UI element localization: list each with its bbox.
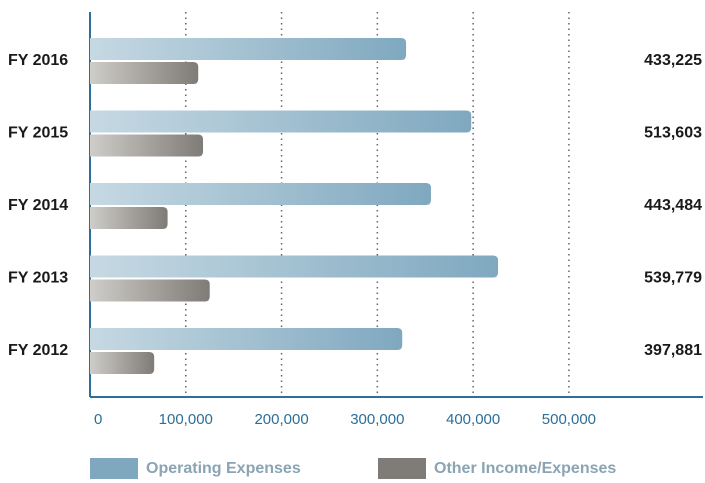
category-label: FY 2013 [8,270,68,287]
bar [90,183,431,205]
x-tick-label: 200,000 [254,411,308,428]
x-tick-label: 400,000 [446,411,500,428]
total-label: 397,881 [644,342,702,359]
category-label: FY 2016 [8,52,68,69]
category-label: FY 2012 [8,342,68,359]
legend-label: Operating Expenses [146,460,301,477]
bar [90,207,168,229]
x-tick-label: 500,000 [542,411,596,428]
bar [90,134,204,157]
bar [90,110,472,133]
bar [90,352,155,374]
x-tick-label: 0 [94,411,102,428]
total-label: 433,225 [644,52,702,69]
x-tick-label: 100,000 [159,411,213,428]
total-label: 443,484 [644,197,702,214]
bar [90,255,499,278]
bar [90,38,407,60]
total-label: 513,603 [644,125,702,142]
total-label: 539,779 [644,270,702,287]
legend-swatch [378,458,426,479]
bar [90,328,403,350]
bar [90,279,210,302]
legend-label: Other Income/Expenses [434,460,616,477]
x-tick-label: 300,000 [350,411,404,428]
category-label: FY 2015 [8,125,68,142]
bar [90,62,199,84]
legend-swatch [90,458,138,479]
category-label: FY 2014 [8,197,68,214]
